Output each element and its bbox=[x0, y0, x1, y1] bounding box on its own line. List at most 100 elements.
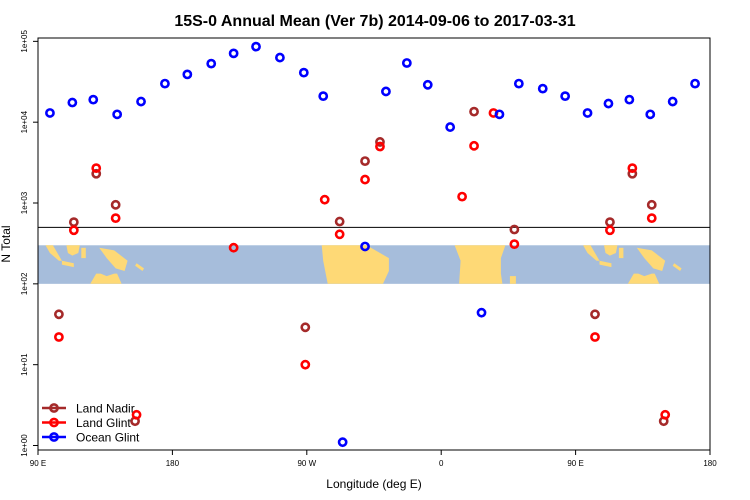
ocean-glint-point bbox=[160, 78, 170, 89]
ocean-glint-point bbox=[582, 108, 593, 118]
land-nadir-point bbox=[54, 309, 64, 320]
continent-australia-north bbox=[90, 273, 122, 284]
x-tick-label: 90 E bbox=[30, 459, 46, 468]
plot-frame bbox=[37, 37, 711, 451]
ocean-glint-point bbox=[182, 69, 193, 80]
ocean-glint-point bbox=[360, 241, 370, 252]
continent-solomon bbox=[135, 263, 144, 271]
ocean-glint-point bbox=[337, 437, 348, 448]
legend-label: Ocean Glint bbox=[76, 431, 140, 445]
ocean-glint-point bbox=[401, 58, 412, 68]
continent-borneo bbox=[604, 245, 618, 256]
ocean-glint-point bbox=[560, 91, 571, 102]
y-tick-label: 1e+01 bbox=[20, 353, 29, 376]
legend-label: Land Glint bbox=[76, 416, 131, 430]
land-glint-point bbox=[110, 213, 121, 224]
y-tick-label: 1e+05 bbox=[20, 30, 29, 53]
ocean-glint-point bbox=[45, 108, 55, 118]
y-tick-label: 1e+04 bbox=[20, 110, 29, 133]
continent-solomon bbox=[672, 263, 682, 271]
y-tick-label: 1e+00 bbox=[20, 434, 29, 457]
land-glint-point bbox=[54, 332, 64, 342]
land-nadir-point bbox=[110, 199, 121, 210]
ocean-glint-point bbox=[298, 67, 309, 78]
land-nadir-point bbox=[91, 168, 102, 179]
land-nadir-point bbox=[646, 199, 657, 210]
land-glint-point bbox=[590, 332, 600, 342]
ocean-glint-point bbox=[206, 58, 217, 69]
continent-new-guinea bbox=[636, 247, 666, 271]
land-glint-point bbox=[457, 191, 468, 202]
continent-java bbox=[599, 260, 612, 268]
y-tick-label: 1e+02 bbox=[20, 272, 29, 295]
ocean-glint-point bbox=[667, 96, 678, 107]
continent-madagascar bbox=[509, 276, 516, 284]
land-nadir-point bbox=[300, 322, 311, 333]
land-glint-point bbox=[131, 409, 142, 420]
ocean-glint-point bbox=[494, 109, 505, 120]
ocean-glint-point bbox=[513, 78, 524, 89]
land-nadir-point bbox=[375, 137, 385, 147]
continent-sumatra bbox=[583, 245, 600, 261]
continent-africa bbox=[454, 245, 506, 284]
land-glint-point bbox=[660, 409, 671, 420]
ocean-glint-point bbox=[112, 109, 123, 120]
land-glint-point bbox=[469, 140, 479, 151]
land-nadir-point bbox=[469, 106, 479, 117]
x-tick-label: 90 E bbox=[567, 459, 583, 468]
ocean-glint-point bbox=[445, 122, 456, 132]
y-axis-label: N Total bbox=[0, 225, 13, 262]
legend-marker bbox=[49, 417, 59, 428]
continent-sumatra bbox=[45, 245, 62, 261]
land-nadir-point bbox=[68, 217, 79, 228]
land-nadir-point bbox=[605, 217, 615, 228]
land-glint-point bbox=[228, 242, 239, 253]
land-glint-point bbox=[375, 141, 385, 152]
land-nadir-point bbox=[334, 216, 345, 227]
land-nadir-point bbox=[360, 156, 370, 166]
x-axis-label: Longitude (deg E) bbox=[326, 477, 421, 491]
land-nadir-point bbox=[627, 168, 638, 179]
legend-marker bbox=[49, 403, 59, 413]
land-glint-point bbox=[646, 213, 657, 224]
land-glint-point bbox=[300, 359, 311, 370]
ocean-glint-point bbox=[603, 98, 614, 109]
land-glint-point bbox=[68, 225, 79, 236]
legend-marker bbox=[49, 432, 59, 442]
x-tick-label: 180 bbox=[166, 459, 180, 468]
continent-new-guinea bbox=[99, 247, 128, 271]
x-tick-label: 90 W bbox=[297, 459, 316, 468]
land-glint-point bbox=[334, 229, 345, 240]
x-tick-label: 0 bbox=[439, 459, 444, 468]
land-glint-point bbox=[509, 239, 520, 250]
legend-label: Land Nadir bbox=[76, 402, 135, 416]
chart-title: 15S-0 Annual Mean (Ver 7b) 2014-09-06 to… bbox=[174, 13, 575, 30]
world-map-band bbox=[38, 245, 710, 284]
land-glint-point bbox=[319, 194, 330, 205]
ocean-glint-point bbox=[624, 94, 635, 105]
ocean-glint-point bbox=[690, 78, 700, 89]
continent-sulawesi bbox=[81, 247, 86, 259]
land-glint-point bbox=[605, 225, 615, 236]
ocean-glint-point bbox=[422, 79, 433, 90]
ocean-glint-point bbox=[318, 91, 329, 102]
ocean-glint-point bbox=[251, 41, 261, 52]
x-tick-label: 180 bbox=[703, 459, 717, 468]
ocean-glint-point bbox=[67, 97, 78, 108]
land-glint-point bbox=[360, 174, 370, 185]
continent-java bbox=[61, 260, 74, 268]
continent-australia-north bbox=[627, 273, 660, 284]
ocean-glint-point bbox=[275, 52, 285, 63]
ocean-glint-point bbox=[476, 307, 487, 318]
ocean-glint-point bbox=[228, 48, 239, 59]
ocean-glint-point bbox=[645, 109, 656, 120]
ocean-glint-point bbox=[88, 94, 99, 105]
continent-south-america bbox=[321, 245, 389, 284]
y-tick-label: 1e+03 bbox=[20, 191, 29, 214]
ocean-glint-point bbox=[537, 83, 548, 94]
ocean-glint-point bbox=[136, 96, 146, 107]
land-glint-point bbox=[91, 163, 102, 174]
land-glint-point bbox=[627, 163, 638, 174]
